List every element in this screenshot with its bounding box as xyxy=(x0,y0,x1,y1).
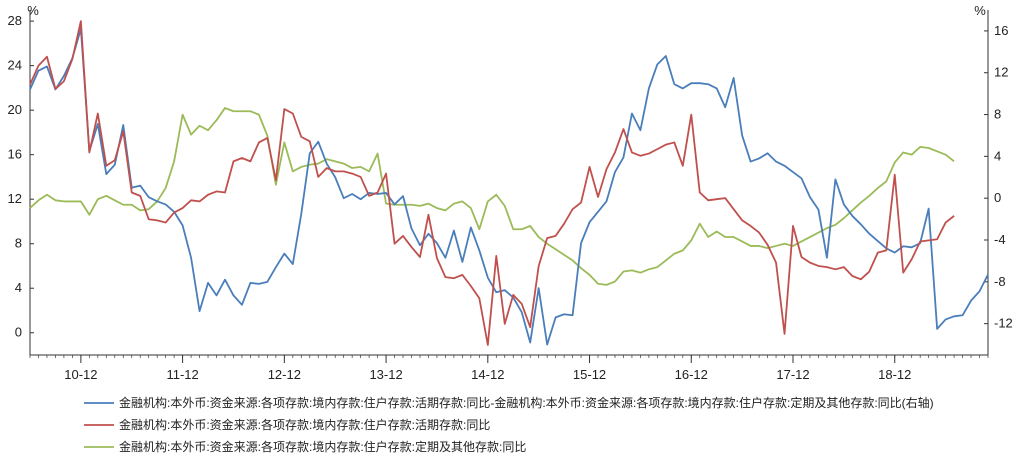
right-tick-label: -12 xyxy=(994,316,1013,331)
left-tick-label: 12 xyxy=(8,191,22,206)
series-line-1 xyxy=(29,27,989,346)
left-tick-label: 8 xyxy=(15,236,22,251)
x-tick-label: 16-12 xyxy=(675,367,708,382)
left-tick-label: 0 xyxy=(15,325,22,340)
legend-label: 金融机构:本外币:资金来源:各项存款:境内存款:住户存款:活期存款:同比-金融机… xyxy=(119,395,934,410)
right-tick-label: -4 xyxy=(994,232,1006,247)
x-tick-label: 13-12 xyxy=(369,367,402,382)
left-axis-unit: % xyxy=(27,3,39,18)
right-tick-label: -8 xyxy=(994,274,1006,289)
x-tick-label: 15-12 xyxy=(573,367,606,382)
legend-label: 金融机构:本外币:资金来源:各项存款:境内存款:住户存款:活期存款:同比 xyxy=(119,417,490,432)
legend-label: 金融机构:本外币:资金来源:各项存款:境内存款:住户存款:定期及其他存款:同比 xyxy=(119,439,526,454)
right-axis-unit: % xyxy=(974,3,986,18)
left-tick-label: 4 xyxy=(15,280,22,295)
x-tick-label: 14-12 xyxy=(471,367,504,382)
left-tick-label: 20 xyxy=(8,102,22,117)
left-axis-ticks: 0 4 8 12 16 20 24 28 xyxy=(8,13,34,340)
left-tick-label: 16 xyxy=(8,147,22,162)
left-tick-label: 24 xyxy=(8,58,22,73)
x-tick-label: 17-12 xyxy=(776,367,809,382)
right-tick-label: 4 xyxy=(994,148,1001,163)
series-layer xyxy=(29,20,989,346)
right-tick-label: 12 xyxy=(994,65,1008,80)
x-tick-label: 18-12 xyxy=(878,367,911,382)
series-line-3 xyxy=(29,107,955,286)
x-tick-label: 12-12 xyxy=(268,367,301,382)
x-tick-label: 10-12 xyxy=(64,367,97,382)
right-tick-label: 0 xyxy=(994,190,1001,205)
legend: 金融机构:本外币:资金来源:各项存款:境内存款:住户存款:活期存款:同比-金融机… xyxy=(84,395,934,454)
right-axis-ticks: -12 -8 -4 0 4 8 12 16 xyxy=(984,23,1013,331)
left-tick-label: 28 xyxy=(8,13,22,28)
right-tick-label: 8 xyxy=(994,107,1001,122)
series-line-2 xyxy=(29,20,955,346)
axes xyxy=(29,10,989,356)
x-axis-ticks: 10-12 11-12 12-12 13-12 14-12 15-12 16-12 17-12… xyxy=(29,355,989,382)
x-tick-label: 11-12 xyxy=(166,367,198,382)
right-tick-label: 16 xyxy=(994,23,1008,38)
